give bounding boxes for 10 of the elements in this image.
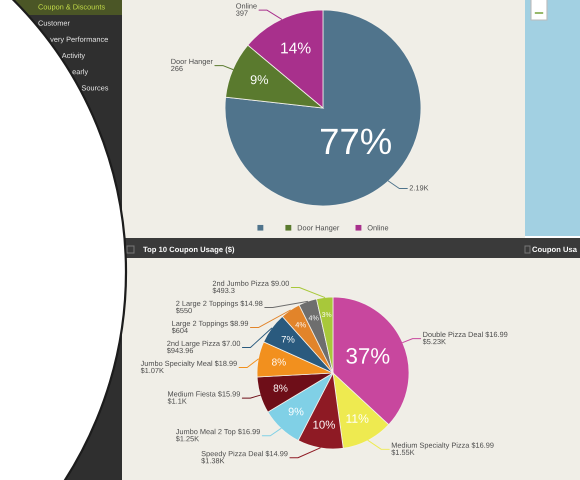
text: 14% (281, 42, 311, 54)
text: 37% (346, 348, 390, 364)
text: 7% (282, 336, 295, 343)
text: 77% (321, 128, 391, 154)
text: 8% (274, 384, 288, 392)
text: 8% (272, 358, 286, 366)
text: 11% (346, 414, 368, 423)
text: 9% (250, 75, 268, 84)
text: 10% (313, 420, 335, 429)
text: 9% (288, 408, 304, 416)
